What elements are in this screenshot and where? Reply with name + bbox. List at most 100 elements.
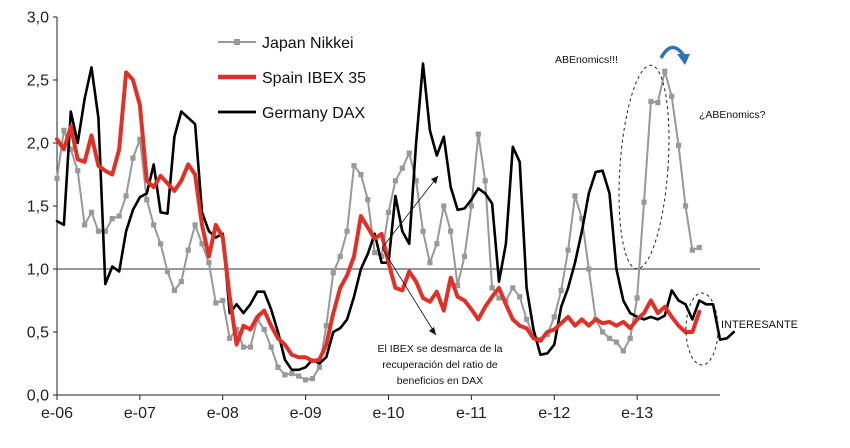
legend-item-spain-ibex-35: Spain IBEX 35: [218, 70, 366, 87]
series-group: [54, 62, 736, 383]
series-point: [620, 348, 626, 354]
series-point: [413, 178, 419, 184]
series-line-spain-ibex-35: [55, 70, 702, 363]
series-point: [109, 216, 115, 222]
y-tick-label: 0,5: [27, 325, 49, 342]
series-point: [648, 98, 654, 105]
series-point: [696, 244, 702, 251]
series-point: [489, 285, 495, 291]
series-point: [392, 178, 399, 184]
y-tick-label: 2,0: [27, 136, 49, 153]
series-point: [454, 282, 461, 288]
series-point: [496, 295, 502, 301]
series-point: [164, 268, 171, 275]
series-point: [468, 203, 474, 209]
legend-label: Spain IBEX 35: [262, 70, 366, 87]
series-point: [151, 222, 157, 228]
series-point: [54, 175, 60, 181]
abenomics-ellipse: [618, 64, 670, 270]
series-point: [123, 193, 129, 199]
legend: Japan Nikkei Spain IBEX 35 Germany DAX: [218, 35, 366, 122]
annotation-arrow-down: [381, 247, 437, 336]
series-point: [95, 228, 102, 234]
series-point: [247, 344, 253, 350]
series-point: [378, 253, 385, 259]
series-point: [399, 165, 405, 171]
x-tick-label: e-09: [290, 405, 322, 422]
series-point: [240, 344, 247, 350]
y-tick-label: 3,0: [27, 10, 49, 27]
series-point: [171, 287, 178, 294]
legend-label: Japan Nikkei: [262, 35, 354, 52]
series-point: [599, 329, 606, 335]
series-point: [517, 294, 523, 300]
series-point: [344, 228, 350, 234]
abenomics-turn-arrow-icon: [659, 45, 686, 59]
series-point: [655, 100, 661, 106]
series-point: [358, 171, 364, 178]
series-point: [227, 335, 233, 341]
series-point: [372, 250, 378, 256]
series-point: [261, 326, 267, 333]
series-point: [220, 297, 226, 304]
annotation-ibex-line-2: recuperación del ratio de: [382, 359, 498, 371]
series-point: [565, 247, 571, 253]
series-point: [524, 316, 530, 322]
series-point: [289, 370, 295, 377]
series-point: [641, 199, 647, 205]
interesante-ellipse: [685, 292, 719, 366]
series-point: [82, 222, 88, 228]
series-point: [309, 376, 316, 382]
annotations: ABEnomics!!! ¿ABEnomics? INTERESANTE El …: [378, 45, 798, 387]
series-line-japan-nikkei: [56, 70, 701, 381]
series-japan-nikkei: [54, 68, 702, 383]
abenomics-turn-arrowhead-icon: [677, 54, 690, 65]
series-point: [441, 203, 447, 209]
x-tick-label: e-07: [124, 405, 156, 422]
series-point: [586, 266, 592, 272]
series-point: [316, 364, 323, 370]
series-point: [579, 216, 585, 222]
y-tick-label: 1,0: [27, 262, 49, 279]
y-axis-group: 0,0 0,5 1,0 1,5 2,0 2,5 3,0: [27, 10, 58, 405]
series-point: [206, 260, 212, 266]
annotation-abenomics-question: ¿ABEnomics?: [699, 109, 766, 121]
series-point: [337, 253, 343, 259]
x-tick-label: e-08: [207, 405, 239, 422]
y-tick-label: 1,5: [27, 199, 49, 216]
y-tick-label: 0,0: [27, 388, 49, 405]
series-point: [178, 279, 184, 285]
series-point: [199, 241, 205, 247]
series-point: [330, 270, 336, 276]
series-point: [420, 228, 426, 234]
series-point: [275, 364, 281, 370]
series-point: [351, 163, 357, 169]
series-point: [682, 203, 689, 209]
legend-label: Germany DAX: [262, 105, 365, 122]
series-point: [482, 178, 488, 184]
series-point: [475, 131, 481, 137]
series-point: [406, 150, 412, 156]
x-tick-label: e-11: [456, 405, 487, 422]
annotation-arrowhead-down-icon: [429, 327, 436, 335]
y-tick-label: 2,5: [27, 73, 49, 90]
x-tick-label: e-13: [621, 405, 653, 422]
series-point: [68, 146, 74, 152]
series-point: [385, 209, 392, 215]
annotation-abenomics: ABEnomics!!!: [555, 54, 618, 66]
annotation-ibex-line-3: beneficios en DAX: [397, 375, 483, 387]
series-point: [233, 326, 240, 333]
series-point: [427, 260, 433, 266]
series-point: [323, 323, 329, 329]
series-spain-ibex-35: [55, 70, 702, 363]
series-point: [213, 300, 219, 306]
series-point: [192, 222, 198, 228]
series-point: [448, 228, 454, 234]
series-point: [102, 228, 108, 234]
series-point: [282, 372, 288, 378]
series-point: [461, 253, 468, 259]
x-tick-label: e-10: [372, 405, 404, 422]
series-point: [627, 335, 633, 341]
series-point: [634, 295, 640, 301]
